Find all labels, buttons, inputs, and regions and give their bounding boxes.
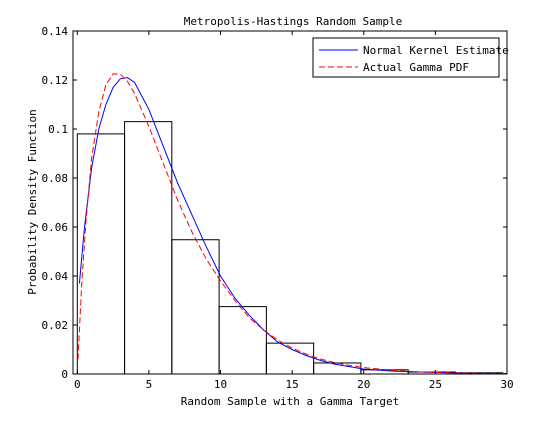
x-tick-label: 20 [357,378,370,391]
y-tick-label: 0.1 [48,123,68,136]
legend-label-kernel: Normal Kernel Estimate [363,44,509,57]
x-tick-label: 5 [146,378,153,391]
y-tick-label: 0.08 [42,172,69,185]
y-tick-label: 0.02 [42,319,69,332]
y-tick-label: 0.14 [42,25,69,38]
histogram-bar [124,121,173,375]
chart-title: Metropolis-Hastings Random Sample [184,15,403,28]
plot-area-frame [72,30,508,375]
histogram-bar [171,239,220,375]
x-tick-label: 25 [429,378,442,391]
y-axis-label: Probability Density Function [26,109,39,294]
histogram-bars [76,121,504,375]
y-tick-label: 0.04 [42,270,69,283]
series-line-0 [78,77,508,374]
legend-box [312,37,500,78]
series-lines [77,73,508,374]
x-tick-label: 10 [214,378,227,391]
histogram-bar [76,133,126,375]
y-tick-label: 0 [61,368,68,381]
x-tick-label: 0 [74,378,81,391]
series-line-1 [77,73,508,374]
histogram-bar [218,306,267,375]
x-tick-label: 15 [286,378,299,391]
y-tick-label: 0.12 [42,74,69,87]
x-axis-label: Random Sample with a Gamma Target [181,395,400,408]
histogram-bar [265,342,315,375]
y-tick-label: 0.06 [42,221,69,234]
legend: Normal Kernel Estimate Actual Gamma PDF [312,37,509,78]
legend-label-gamma: Actual Gamma PDF [363,61,469,74]
x-axis-ticks: 0 5 10 15 20 25 30 [74,31,514,391]
y-axis-ticks: 0 0.02 0.04 0.06 0.08 0.1 0.12 0.14 [42,25,507,381]
x-tick-label: 30 [500,378,513,391]
